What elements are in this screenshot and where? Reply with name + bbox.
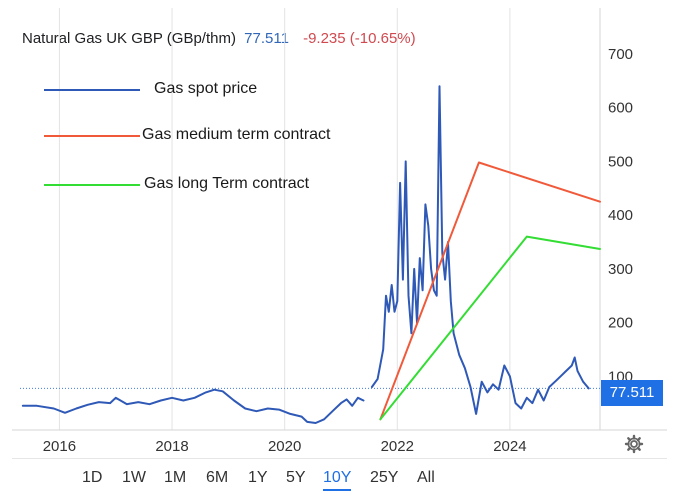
range-button-5y[interactable]: 5Y bbox=[286, 469, 306, 486]
y-tick-label: 200 bbox=[608, 315, 633, 332]
range-button-1y[interactable]: 1Y bbox=[248, 469, 268, 486]
y-tick-label: 700 bbox=[608, 46, 633, 63]
y-tick-label: 400 bbox=[608, 207, 633, 224]
y-tick-label: 300 bbox=[608, 261, 633, 278]
x-tick-label: 2022 bbox=[381, 438, 414, 455]
legend-item-long: Gas long Term contract bbox=[44, 175, 384, 195]
timeframe-bar: 1D 1W 1M 6M 1Y 5Y 10Y 25Y All bbox=[12, 458, 667, 497]
series-line-gas-spot-price-0 bbox=[21, 388, 365, 424]
legend-item-spot: Gas spot price bbox=[44, 80, 384, 100]
price-change: -9.235 (-10.65%) bbox=[303, 30, 416, 47]
range-button-10y[interactable]: 10Y bbox=[323, 469, 352, 491]
legend-swatch-spot bbox=[44, 89, 140, 91]
legend-label-spot: Gas spot price bbox=[154, 80, 258, 97]
instrument-title: Natural Gas UK GBP (GBp/thm) bbox=[22, 30, 236, 47]
current-price: 77.511 bbox=[244, 30, 289, 47]
y-tick-label: 500 bbox=[608, 153, 633, 170]
series-line-gas-medium-term-contract-2 bbox=[379, 161, 601, 421]
y-tick-label: 600 bbox=[608, 100, 633, 117]
range-button-6m[interactable]: 6M bbox=[206, 469, 229, 486]
series-line-gas-spot-price-1 bbox=[370, 85, 590, 415]
range-button-25y[interactable]: 25Y bbox=[370, 469, 399, 486]
legend-swatch-long bbox=[44, 184, 140, 186]
legend-item-medium: Gas medium term contract bbox=[44, 126, 384, 146]
legend-label-medium: Gas medium term contract bbox=[142, 126, 331, 143]
current-price-badge: 77.511 bbox=[601, 380, 663, 406]
x-tick-label: 2016 bbox=[43, 438, 76, 455]
x-tick-label: 2020 bbox=[268, 438, 301, 455]
gear-icon[interactable] bbox=[624, 434, 644, 454]
range-button-1m[interactable]: 1M bbox=[164, 469, 187, 486]
series-line-gas-long-term-contract-3 bbox=[379, 235, 601, 421]
range-button-1d[interactable]: 1D bbox=[82, 469, 103, 486]
x-tick-label: 2018 bbox=[155, 438, 188, 455]
legend-label-long: Gas long Term contract bbox=[144, 175, 310, 192]
range-button-all[interactable]: All bbox=[417, 469, 435, 486]
x-tick-label: 2024 bbox=[493, 438, 526, 455]
range-button-1w[interactable]: 1W bbox=[122, 469, 146, 486]
legend-swatch-medium bbox=[44, 135, 140, 137]
instrument-header: Natural Gas UK GBP (GBp/thm) 77.511 -9.2… bbox=[22, 30, 416, 47]
